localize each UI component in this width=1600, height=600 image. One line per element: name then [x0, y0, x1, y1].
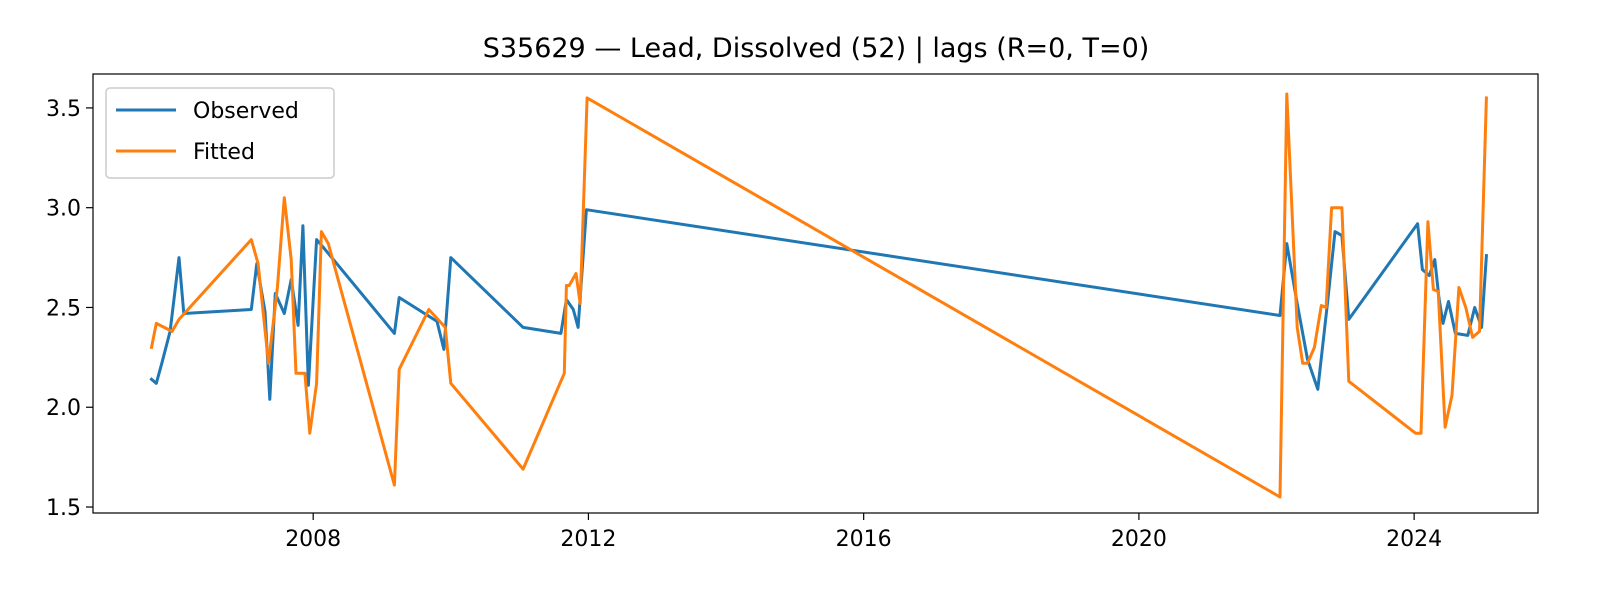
x-tick-label: 2012: [560, 527, 616, 552]
legend-label-observed: Observed: [193, 99, 299, 124]
x-tick-label: 2008: [285, 527, 341, 552]
x-tick-label: 2024: [1386, 527, 1442, 552]
x-tick-label: 2020: [1111, 527, 1167, 552]
y-tick-label: 1.5: [46, 496, 81, 521]
y-tick-label: 3.0: [46, 197, 81, 222]
chart-title: S35629 — Lead, Dissolved (52) | lags (R=…: [483, 33, 1150, 64]
axis-ticks: 2008 2012 2016 2020 2024 1.5 2.0 2.5 3.0 3.5: [46, 97, 1442, 552]
series-line-fitted: [149, 92, 1488, 499]
series-group: [149, 92, 1488, 499]
legend: Observed Fitted: [105, 87, 335, 179]
y-tick-label: 2.5: [46, 296, 81, 321]
y-tick-label: 3.5: [46, 97, 81, 122]
y-tick-label: 2.0: [46, 396, 81, 421]
legend-label-fitted: Fitted: [193, 140, 255, 165]
plot-area-frame: [92, 73, 1539, 514]
x-tick-label: 2016: [836, 527, 892, 552]
